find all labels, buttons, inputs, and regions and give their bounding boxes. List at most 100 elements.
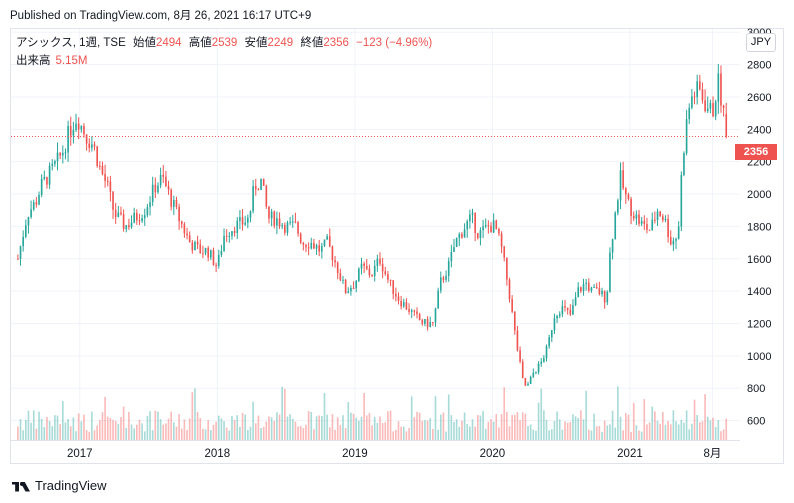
candle-body bbox=[395, 293, 397, 297]
candle-body bbox=[503, 246, 506, 258]
volume-bar bbox=[323, 392, 326, 440]
candle-body bbox=[270, 211, 273, 219]
volume-bar bbox=[585, 390, 587, 440]
volume-bar bbox=[122, 406, 125, 440]
x-tick-label: 2021 bbox=[617, 448, 643, 460]
x-tick-label: 2020 bbox=[480, 448, 506, 460]
volume-bar bbox=[170, 411, 173, 440]
volume-bar bbox=[609, 424, 611, 440]
candle-body bbox=[196, 241, 199, 245]
candle-body bbox=[188, 235, 191, 243]
volume-bar bbox=[225, 427, 228, 440]
low-label: 安値 bbox=[244, 37, 268, 49]
volume-bar bbox=[458, 426, 461, 440]
candle-body bbox=[19, 246, 22, 259]
volume-bar bbox=[80, 421, 83, 440]
candle-body bbox=[516, 330, 519, 351]
volume-bar bbox=[188, 418, 191, 440]
candle-body bbox=[513, 311, 516, 331]
candle-body bbox=[466, 221, 469, 230]
candle-body bbox=[170, 189, 173, 207]
volume-bar bbox=[601, 431, 603, 440]
candle-body bbox=[281, 225, 284, 227]
close-value: 2356 bbox=[323, 37, 349, 49]
candle-body bbox=[254, 186, 257, 190]
volume-bar bbox=[696, 415, 698, 440]
volume-bar bbox=[395, 429, 397, 440]
close-label: 終値 bbox=[300, 37, 324, 49]
volume-bar bbox=[38, 411, 40, 440]
candle-body bbox=[51, 163, 54, 166]
candle-body bbox=[339, 273, 342, 281]
candle-body bbox=[305, 244, 307, 248]
volume-bar bbox=[315, 416, 318, 440]
volume-bar bbox=[685, 410, 688, 440]
volume-bar bbox=[508, 426, 511, 440]
candle-body bbox=[484, 225, 487, 227]
volume-bar bbox=[564, 421, 566, 440]
volume-bar bbox=[574, 416, 577, 440]
candle-body bbox=[225, 235, 228, 237]
volume-bar bbox=[648, 422, 651, 440]
candle-body bbox=[469, 214, 471, 222]
volume-bar bbox=[352, 413, 355, 440]
candle-body bbox=[545, 346, 548, 359]
candle-body bbox=[67, 125, 69, 153]
currency-button[interactable]: JPY bbox=[746, 33, 776, 52]
volume-bar bbox=[434, 396, 437, 440]
candle-body bbox=[492, 220, 495, 233]
volume-bar bbox=[540, 388, 543, 440]
candle-body bbox=[688, 107, 691, 120]
candle-body bbox=[580, 287, 582, 292]
candle-body bbox=[622, 170, 624, 189]
candle-body bbox=[294, 221, 297, 223]
volume-bar bbox=[622, 430, 624, 440]
candle-body bbox=[558, 314, 561, 316]
volume-bar bbox=[51, 426, 54, 440]
candle-body bbox=[675, 238, 677, 241]
volume-bar bbox=[701, 421, 704, 440]
volume-bar bbox=[199, 418, 202, 440]
candle-body bbox=[98, 165, 101, 167]
volume-bar bbox=[463, 412, 466, 440]
candle-body bbox=[614, 212, 617, 240]
candle-body bbox=[284, 225, 286, 233]
volume-bar bbox=[27, 410, 30, 440]
candle-body bbox=[80, 125, 83, 130]
volume-bar bbox=[363, 392, 365, 440]
candle-body bbox=[424, 318, 426, 324]
volume-bar bbox=[495, 413, 498, 440]
volume-bar bbox=[630, 431, 632, 440]
candle-body bbox=[120, 212, 122, 215]
candle-body bbox=[83, 125, 85, 135]
volume-bar bbox=[569, 421, 572, 440]
candle-body bbox=[691, 96, 693, 108]
volume-bar bbox=[632, 402, 635, 440]
candle-body bbox=[289, 221, 291, 223]
volume-bar bbox=[355, 417, 358, 440]
candle-body bbox=[310, 242, 313, 249]
volume-bar bbox=[651, 406, 654, 440]
volume-bar bbox=[368, 413, 371, 440]
tradingview-brand[interactable]: TradingView bbox=[12, 478, 107, 493]
candle-body bbox=[508, 279, 511, 300]
volume-bar bbox=[149, 411, 151, 440]
candle-body bbox=[704, 100, 706, 112]
candle-body bbox=[442, 277, 445, 280]
volume-bar bbox=[43, 427, 46, 440]
tradingview-logo-icon bbox=[12, 480, 30, 492]
volume-bar bbox=[207, 420, 210, 440]
candle-body bbox=[410, 310, 413, 312]
volume-bar bbox=[220, 418, 223, 440]
candle-body bbox=[632, 215, 635, 219]
candle-body bbox=[334, 260, 336, 263]
candle-body bbox=[463, 229, 466, 238]
volume-bar bbox=[572, 414, 574, 440]
candle-body bbox=[199, 244, 202, 254]
volume-bar bbox=[59, 424, 61, 440]
volume-bar bbox=[397, 421, 400, 440]
volume-bar bbox=[96, 425, 98, 440]
volume-bar bbox=[291, 418, 294, 440]
candle-body bbox=[635, 214, 638, 219]
